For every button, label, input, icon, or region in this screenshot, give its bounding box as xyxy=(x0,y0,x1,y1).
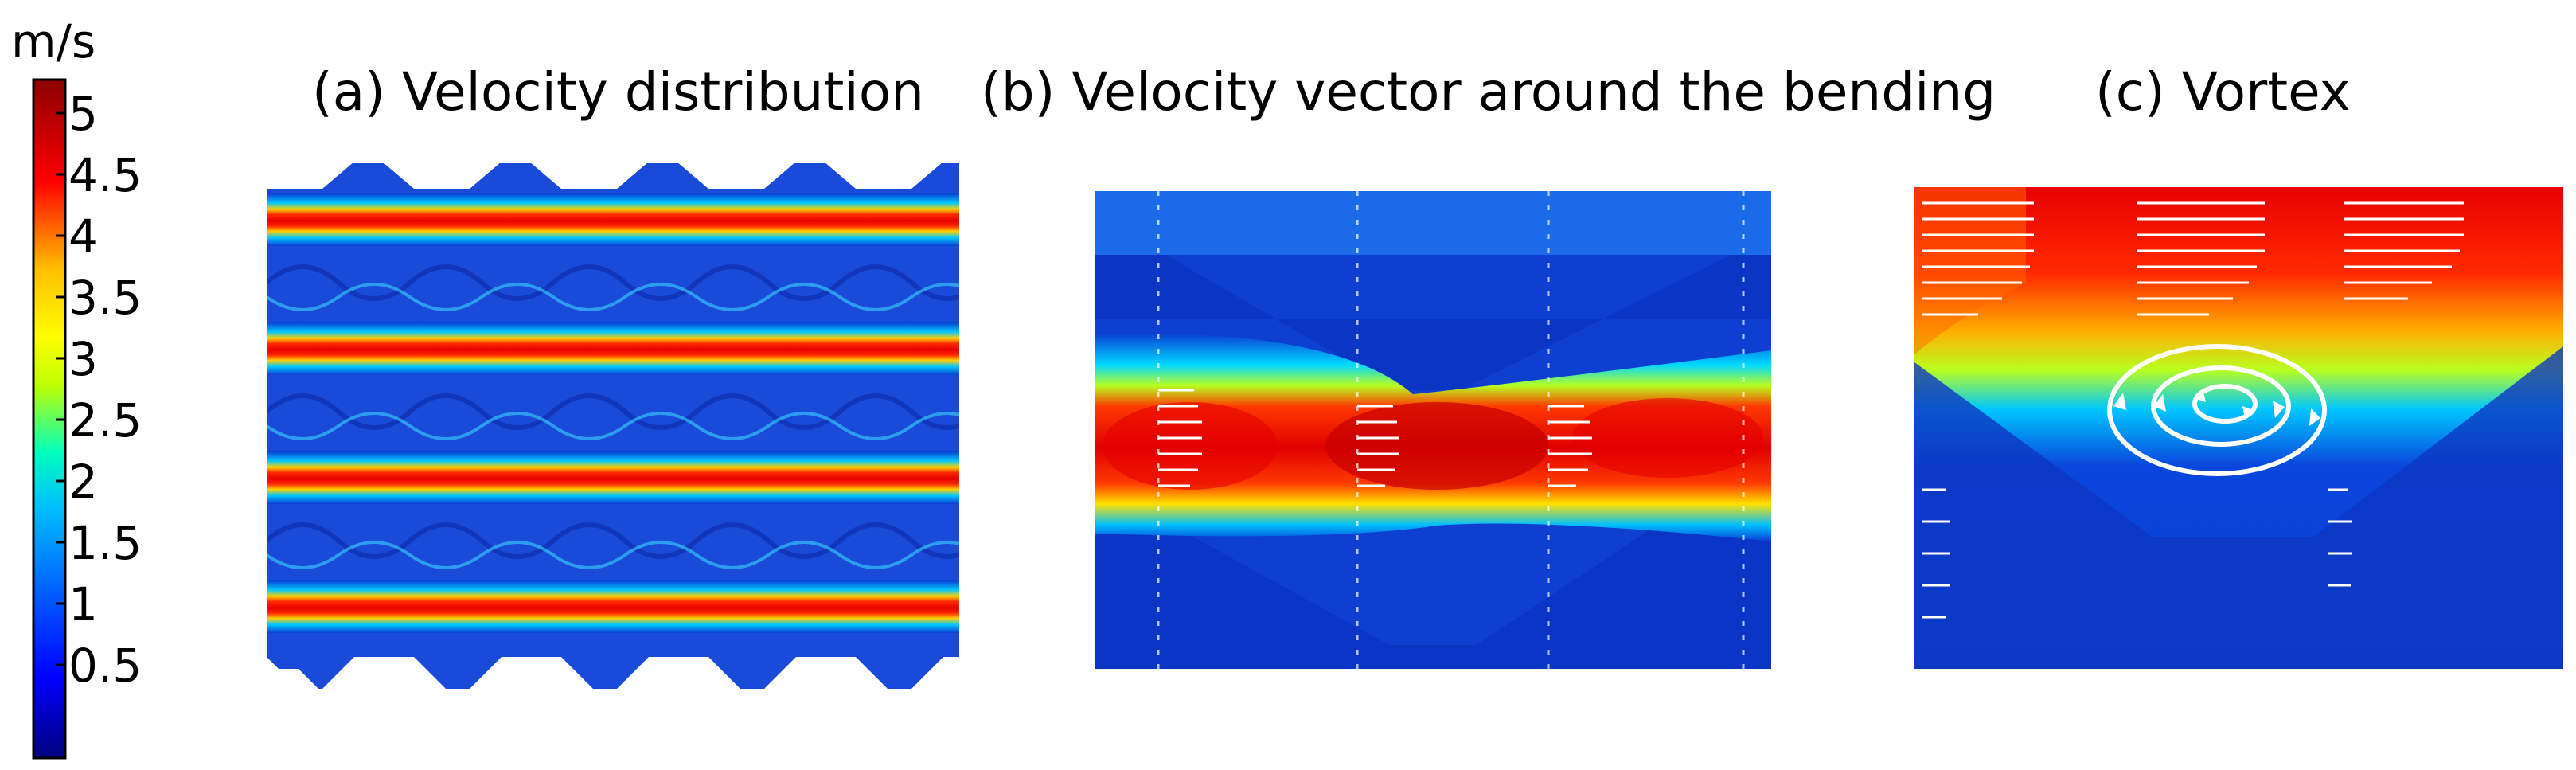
colorbar-tick: 3 xyxy=(68,332,98,386)
colorbar-tick: 1 xyxy=(68,577,98,631)
colorbar-tick: 0.5 xyxy=(68,639,142,693)
colorbar-tick: 4 xyxy=(68,209,98,264)
colorbar-tick: 5 xyxy=(68,87,98,141)
colorbar-tick: 2 xyxy=(68,455,98,509)
panel-a-title: (a) Velocity distribution xyxy=(312,61,924,123)
panel-c-title: (c) Vortex xyxy=(2095,61,2351,123)
colorbar-tick: 1.5 xyxy=(68,516,142,570)
panel-c-vortex xyxy=(1914,187,2563,669)
colorbar-tick: 4.5 xyxy=(68,148,142,202)
colorbar xyxy=(32,78,67,760)
colorbar-unit-label: m/s xyxy=(11,14,96,68)
colorbar-tick: 3.5 xyxy=(68,271,142,325)
colorbar-tick: 2.5 xyxy=(68,393,142,448)
panel-a-velocity-distribution xyxy=(267,163,959,689)
panel-b-velocity-vectors xyxy=(1095,191,1771,669)
panel-b-title: (b) Velocity vector around the bending xyxy=(981,61,1996,123)
